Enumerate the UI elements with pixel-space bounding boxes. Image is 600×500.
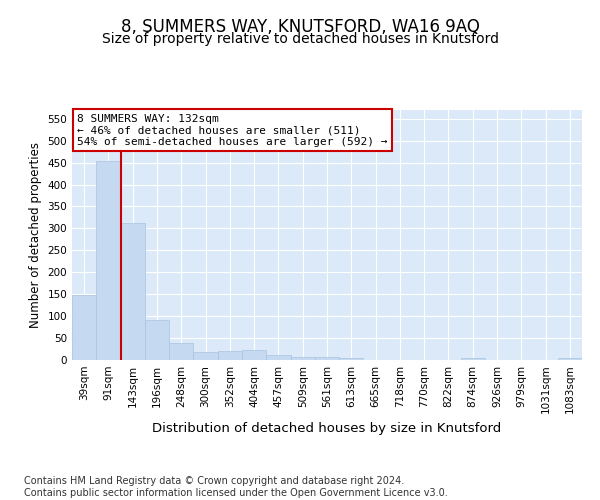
Bar [266, 355, 290, 360]
Text: Contains HM Land Registry data © Crown copyright and database right 2024.
Contai: Contains HM Land Registry data © Crown c… [24, 476, 448, 498]
Text: 8 SUMMERS WAY: 132sqm
← 46% of detached houses are smaller (511)
54% of semi-det: 8 SUMMERS WAY: 132sqm ← 46% of detached … [77, 114, 388, 147]
Bar [290, 358, 315, 360]
Y-axis label: Number of detached properties: Number of detached properties [29, 142, 42, 328]
Text: 8, SUMMERS WAY, KNUTSFORD, WA16 9AQ: 8, SUMMERS WAY, KNUTSFORD, WA16 9AQ [121, 18, 479, 36]
Bar [315, 358, 339, 360]
Bar [558, 358, 582, 360]
Text: Size of property relative to detached houses in Knutsford: Size of property relative to detached ho… [101, 32, 499, 46]
Bar [96, 161, 121, 360]
Bar [218, 351, 242, 360]
Bar [169, 344, 193, 360]
X-axis label: Distribution of detached houses by size in Knutsford: Distribution of detached houses by size … [152, 422, 502, 435]
Bar [121, 222, 145, 360]
Bar [242, 350, 266, 360]
Bar [145, 320, 169, 360]
Bar [461, 358, 485, 360]
Bar [72, 295, 96, 360]
Bar [339, 358, 364, 360]
Bar [193, 352, 218, 360]
